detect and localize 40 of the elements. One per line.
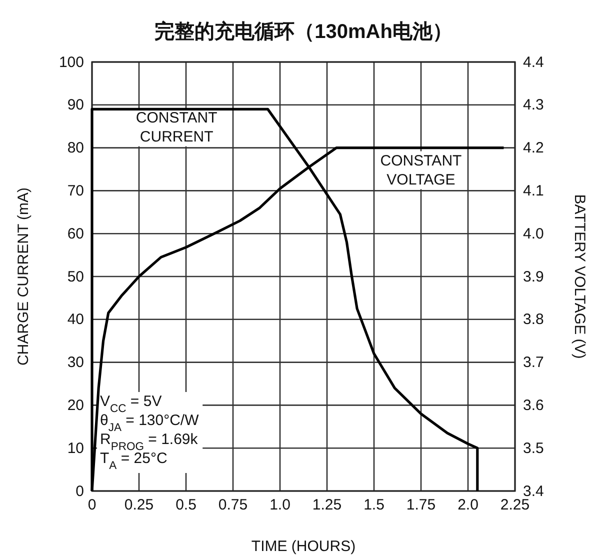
annotation: θ$_{JA}$ = 130°C/W: [100, 412, 200, 434]
y-tick-label: 80: [67, 140, 84, 157]
x-tick-label: 1.5: [364, 496, 384, 514]
x-tick-label: 2.0: [458, 496, 478, 514]
annotation: V$_{CC}$ = 5V: [100, 393, 162, 415]
y-tick-label: 50: [67, 268, 84, 286]
y2-tick-label: 4.3: [523, 96, 544, 114]
y-tick-label: 60: [67, 225, 84, 242]
chart-title: 完整的充电循环（130mAh电池）: [154, 20, 452, 43]
y2-tick-label: 3.5: [523, 440, 544, 457]
y-tick-label: 40: [67, 311, 84, 328]
x-tick-label: 1.25: [312, 496, 342, 514]
x-tick-label: 0.25: [124, 496, 154, 514]
y2-tick-label: 3.8: [523, 311, 544, 328]
y2-tick-label: 3.9: [523, 268, 544, 286]
x-axis-title: TIME (HOURS): [251, 538, 356, 555]
y-tick-label: 10: [67, 440, 84, 457]
x-tick-label: 0.75: [218, 496, 248, 514]
y-tick-label: 20: [67, 397, 84, 414]
y-tick-label: 100: [58, 54, 84, 71]
annotation: T$_{A}$ = 25°C: [100, 450, 168, 472]
y2-tick-label: 3.6: [523, 397, 544, 414]
annotation: CONSTANT VOLTAGE: [380, 152, 462, 188]
y-tick-label: 90: [67, 96, 84, 114]
y-tick-label: 30: [67, 354, 84, 372]
x-tick-label: 0.5: [176, 496, 196, 514]
y2-tick-label: 3.7: [523, 354, 544, 372]
y-axis-title: CHARGE CURRENT (mA): [15, 187, 32, 366]
annotation: CONSTANT CURRENT: [136, 109, 218, 146]
x-tick-label: 1.0: [270, 496, 290, 514]
annotation: R$_{PROG}$ = 1.69k: [100, 431, 198, 453]
x-tick-label: 0: [88, 496, 96, 514]
y2-tick-label: 4.2: [523, 140, 544, 157]
x-tick-label: 1.75: [406, 496, 436, 514]
y2-tick-label: 4.4: [523, 54, 544, 71]
y-tick-label: 0: [76, 482, 84, 500]
y2-tick-label: 4.0: [523, 225, 544, 242]
y-tick-label: 70: [67, 182, 84, 200]
y2-axis-title: BATTERY VOLTAGE (V): [571, 194, 588, 359]
y2-tick-label: 4.1: [523, 182, 544, 200]
